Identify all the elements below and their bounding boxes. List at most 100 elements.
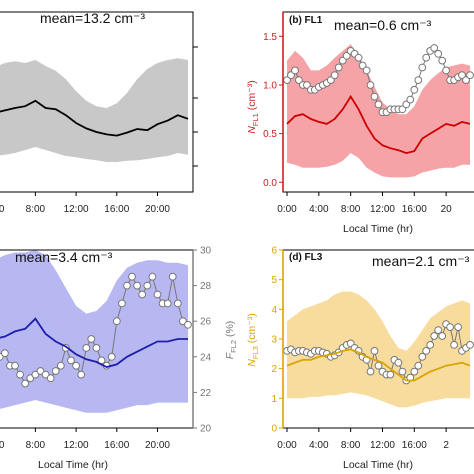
d-xtick-label: 0:00 xyxy=(277,440,297,451)
d-marker-point xyxy=(374,361,383,370)
d-ytick-label: 1 xyxy=(271,394,277,405)
b-marker-point xyxy=(410,85,419,94)
b-ytick-label: 0.0 xyxy=(263,178,277,189)
b-marker-point xyxy=(414,76,423,84)
d-marker-point xyxy=(410,367,419,376)
panel-d-band xyxy=(287,291,470,408)
panel-c-plot xyxy=(0,250,192,413)
b-marker-point xyxy=(362,66,371,75)
d-marker-point xyxy=(414,361,423,370)
c-marker-point xyxy=(153,290,162,299)
panel-c-right-ylabel-unit: (%) xyxy=(224,321,236,340)
c-xtick-label: 12:00 xyxy=(64,440,89,451)
panel-a-frame xyxy=(0,11,194,193)
d-xtick-label: 4:00 xyxy=(309,440,329,451)
b-marker-point xyxy=(334,63,343,72)
d-marker-point xyxy=(370,347,379,355)
b-marker-point xyxy=(462,76,470,84)
panel-d-ylabel-unit: (cm⁻³) xyxy=(246,313,258,346)
b-marker-point xyxy=(366,81,375,89)
d-ytick-label: 4 xyxy=(271,305,277,316)
panel-b-markers xyxy=(283,44,474,117)
c-xtick-label: 16:00 xyxy=(104,440,129,451)
panel-b-ylabel-unit: (cm⁻³) xyxy=(246,80,258,113)
d-marker-point xyxy=(466,341,474,349)
b-marker-point xyxy=(291,66,299,75)
d-xtick-label: 8:00 xyxy=(341,440,361,451)
b-marker-point xyxy=(422,53,431,62)
b-ytick-label: 1.5 xyxy=(263,32,277,43)
b-xtick-label: 16:00 xyxy=(402,204,427,215)
panel-a-yticks xyxy=(193,46,198,167)
c-marker-point xyxy=(77,370,86,379)
c-marker-point xyxy=(46,374,55,383)
c-marker-point xyxy=(92,344,101,352)
panel-d-plot xyxy=(283,291,474,408)
d-xtick-label: 12:00 xyxy=(370,440,395,451)
panel-a-band xyxy=(0,58,188,162)
panel-c-right-ylabel-main: F xyxy=(224,352,236,359)
panel-b: 0.0 0.5 1.0 1.5 0:00 4:00 8:00 12:00 16:00 20 (b… xyxy=(246,11,474,235)
b-marker-point xyxy=(358,61,367,70)
panel-a-plot xyxy=(0,58,189,162)
c-right-ytick-label: 30 xyxy=(200,246,212,257)
panel-c-mean-line xyxy=(0,317,188,368)
b-marker-point xyxy=(458,71,466,80)
b-xtick-label: 20 xyxy=(441,204,453,215)
panel-d-ylabel-main: N xyxy=(246,359,258,367)
panel-b-xlabel: Local Time (hr) xyxy=(343,223,413,235)
a-xtick-label: 20:00 xyxy=(145,204,170,215)
c-marker-point xyxy=(51,367,60,375)
b-marker-point xyxy=(295,76,303,84)
panel-c-markers xyxy=(0,272,192,388)
panel-b-mean-annotation: mean=0.6 cm⁻³ xyxy=(334,17,432,33)
c-marker-point xyxy=(107,352,116,361)
d-xtick-label: 16:00 xyxy=(402,440,427,451)
panel-d-ylabel: NFL3 (cm⁻³) xyxy=(246,313,260,366)
a-xtick-label: 4:00 xyxy=(0,204,5,215)
d-marker-point xyxy=(434,326,443,335)
c-marker-point xyxy=(82,344,91,352)
panel-c-xlabel: Local Time (hr) xyxy=(38,459,108,471)
panel-b-ylabel-main: N xyxy=(246,126,258,134)
c-right-ytick-label: 28 xyxy=(200,281,212,292)
d-marker-point xyxy=(450,341,459,349)
a-xtick-label: 8:00 xyxy=(26,204,46,215)
d-ytick-label: 2 xyxy=(271,364,277,375)
a-xtick-label: 16:00 xyxy=(104,204,129,215)
c-marker-point xyxy=(21,379,30,388)
a-xtick-label: 12:00 xyxy=(64,204,89,215)
c-right-ytick-label: 20 xyxy=(200,424,212,435)
d-xtick-label: 2 xyxy=(443,440,449,451)
c-marker-point xyxy=(112,317,121,326)
c-xtick-label: 8:00 xyxy=(26,440,46,451)
c-marker-point xyxy=(173,299,182,308)
d-marker-point xyxy=(454,323,463,332)
panel-d-xticks: 0:00 4:00 8:00 12:00 16:00 2 xyxy=(277,428,449,451)
panel-d-mean-annotation: mean=2.1 cm⁻³ xyxy=(372,253,470,269)
b-xtick-label: 4:00 xyxy=(309,204,329,215)
b-marker-point xyxy=(434,49,443,58)
d-marker-point xyxy=(426,341,435,349)
c-marker-point xyxy=(168,272,177,281)
d-ytick-label: 6 xyxy=(271,246,277,257)
panel-b-plot xyxy=(283,44,474,178)
b-xtick-label: 0:00 xyxy=(277,204,297,215)
b-marker-point xyxy=(342,51,351,60)
c-marker-point xyxy=(184,320,192,329)
panel-b-xticks: 0:00 4:00 8:00 12:00 16:00 20 xyxy=(277,192,452,215)
d-marker-point xyxy=(422,347,431,355)
c-marker-point xyxy=(67,356,75,365)
b-marker-point xyxy=(418,63,427,72)
panel-d-yticks: 0 1 2 3 4 5 6 xyxy=(271,246,283,435)
c-marker-point xyxy=(16,370,25,379)
c-xtick-label: 4:00 xyxy=(0,440,5,451)
b-ytick-label: 0.5 xyxy=(263,129,277,140)
b-marker-point xyxy=(466,71,474,80)
d-marker-point xyxy=(366,367,375,376)
panel-c-right-ylabel-sub: FL2 xyxy=(229,340,238,353)
